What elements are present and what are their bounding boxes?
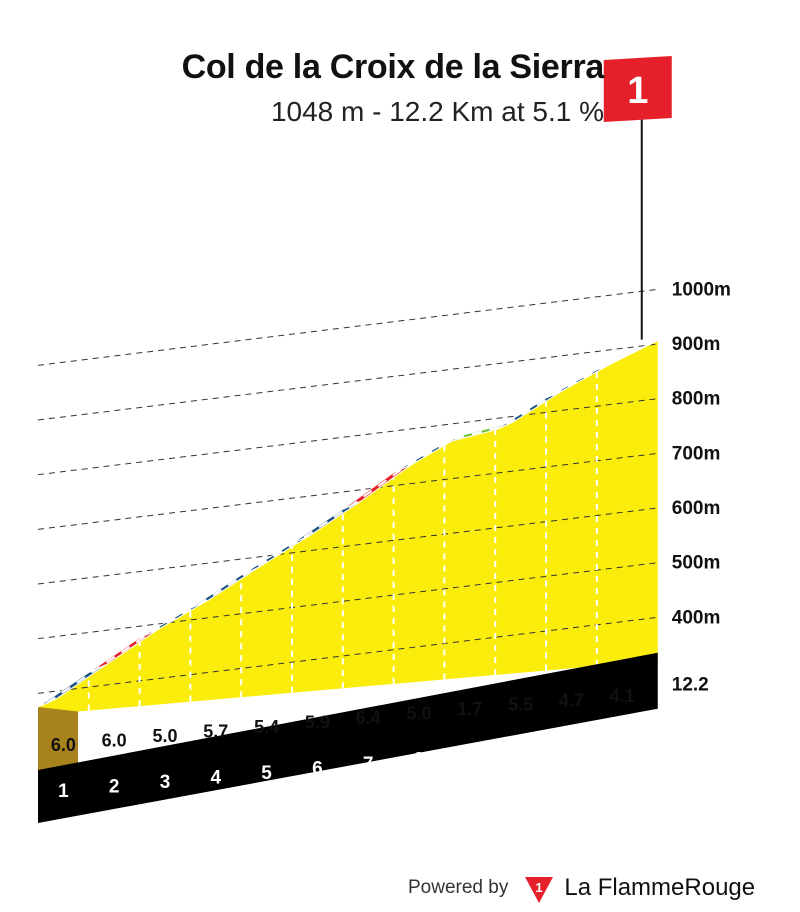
road-layer — [37, 331, 676, 708]
km-tick-label: 8 — [414, 750, 425, 771]
grid-layer — [37, 288, 658, 694]
gradient-label: 6.0 — [102, 730, 127, 750]
profile-area — [38, 339, 658, 715]
brand-name-second: Rouge — [684, 874, 756, 901]
gradient-label: 5.0 — [406, 704, 431, 724]
road-centerline — [46, 334, 668, 704]
climb-subtitle: 1048 m - 12.2 Km at 5.1 % — [270, 96, 604, 127]
altitude-gridline — [37, 507, 658, 585]
gradient-label: 5.0 — [152, 726, 177, 746]
km-tick-label: 5 — [261, 763, 272, 784]
km-tick-label: 2 — [109, 776, 120, 797]
climb-title: Col de la Croix de la Sierra — [181, 48, 605, 86]
km-tick-label: 6 — [312, 759, 323, 780]
km-tick-label: 1 — [58, 781, 69, 802]
altitude-gridline — [37, 398, 658, 476]
gradient-label: 5.9 — [305, 713, 330, 733]
gradient-label: 4.1 — [610, 686, 635, 706]
km-tick-label: 9 — [465, 745, 476, 766]
gradient-label: 4.7 — [559, 690, 584, 710]
gradient-label: 6.4 — [356, 708, 381, 728]
altitude-tick-label: 1000m — [672, 279, 731, 300]
distance-end-label: 12.2 — [672, 675, 709, 696]
altitude-tick-label: 500m — [672, 553, 721, 574]
altitude-tick-label: 800m — [672, 389, 721, 410]
summit-flag — [603, 56, 672, 122]
powered-by-label: Powered by — [408, 877, 509, 898]
profile-side-face — [38, 707, 78, 770]
altitude-tick-label: 900m — [672, 334, 721, 355]
base-strip-layer — [38, 652, 658, 823]
altitude-tick-label: 400m — [672, 607, 721, 628]
gradient-label: 5.7 — [203, 721, 228, 741]
brand-name-first: La Flamme — [564, 874, 685, 901]
labels-layer: 400m 500m 600m 700m 800m 900m 1000m 6.0 6.0 5.0 5.… — [51, 279, 731, 801]
altitude-tick-label: 600m — [672, 498, 721, 519]
flag-layer: 1 — [603, 56, 672, 340]
km-tick-label: 3 — [160, 772, 171, 793]
gradient-label: 6.0 — [51, 735, 76, 755]
km-tick-label: 10 — [510, 741, 531, 762]
svg-text:1: 1 — [536, 880, 543, 895]
km-tick-label: 7 — [363, 754, 374, 775]
summit-flag-label: 1 — [627, 70, 648, 112]
altitude-gridline — [37, 343, 658, 421]
base-strip — [38, 652, 658, 823]
km-tick-label: 4 — [211, 767, 222, 788]
altitude-gridline — [37, 288, 658, 366]
altitude-gridline — [37, 562, 658, 640]
powered-by-footer[interactable]: Powered by 1 La Flamme Rouge — [408, 868, 755, 908]
flag-one-icon: 1 — [525, 877, 554, 903]
km-tick-label: 11 — [561, 736, 582, 757]
altitude-tick-label: 700m — [672, 443, 721, 464]
altitude-gridline — [37, 452, 658, 530]
altitude-gridline — [37, 616, 658, 694]
km-lines-layer — [87, 369, 598, 711]
gradient-label: 5.4 — [254, 717, 279, 737]
gradient-label: 1.7 — [457, 699, 482, 719]
profile-fill-layer — [38, 339, 658, 770]
gradient-label: 5.5 — [508, 695, 533, 715]
